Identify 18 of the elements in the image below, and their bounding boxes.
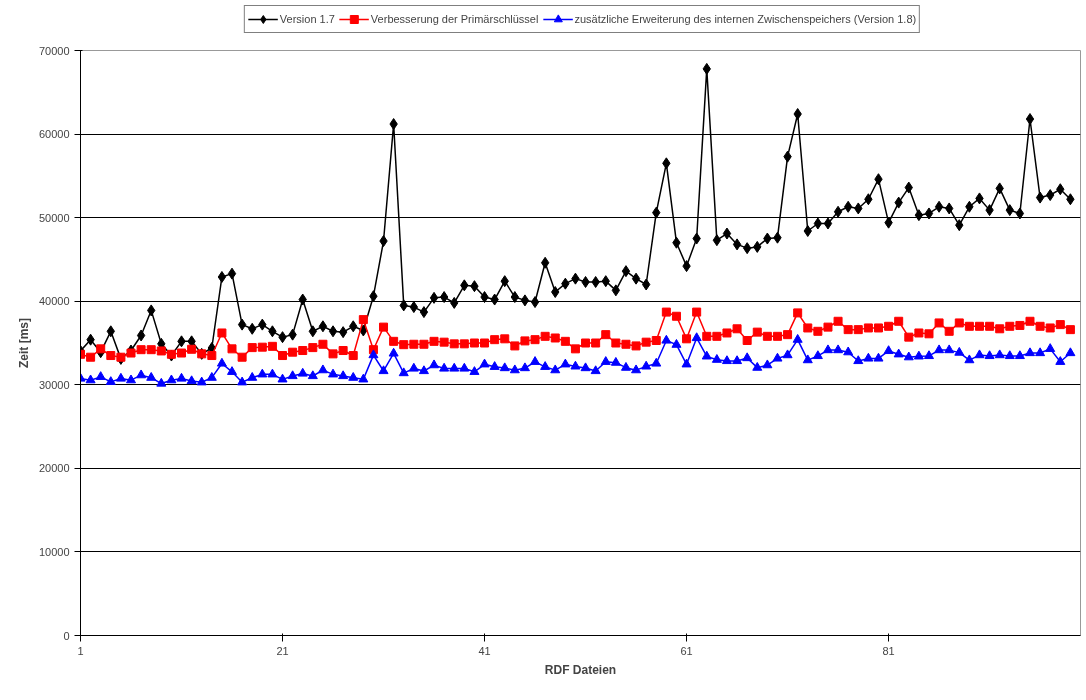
y-tick-label: 40000 bbox=[38, 295, 70, 308]
y-tick-label: 50000 bbox=[38, 211, 70, 224]
x-axis-title: RDF Dateien bbox=[544, 662, 617, 677]
y-tick-label: 10000 bbox=[38, 545, 70, 558]
x-tick-label: 61 bbox=[680, 644, 693, 657]
x-tick-label: 1 bbox=[77, 644, 84, 657]
y-tick-label: 0 bbox=[63, 629, 70, 642]
x-tick-label: 21 bbox=[276, 644, 289, 657]
legend-label: Verbesserung der Primärschlüssel bbox=[370, 13, 539, 25]
y-tick-label: 30000 bbox=[38, 378, 70, 391]
x-tick-label: 41 bbox=[478, 644, 491, 657]
x-tick-label: 81 bbox=[882, 644, 895, 657]
legend-label: Version 1.7 bbox=[279, 13, 335, 25]
y-tick-label: 20000 bbox=[38, 462, 70, 475]
y-tick-label: 70000 bbox=[38, 44, 70, 57]
y-axis-title: Zeit [ms] bbox=[16, 317, 31, 368]
y-tick-label: 60000 bbox=[38, 128, 70, 141]
legend-label: zusätzliche Erweiterung des internen Zwischenspeichers (Version 1.8) bbox=[574, 13, 917, 25]
